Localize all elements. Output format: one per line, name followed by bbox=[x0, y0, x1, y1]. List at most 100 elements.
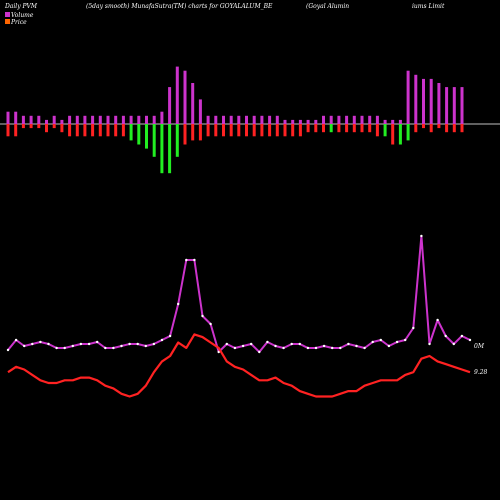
volume-point bbox=[185, 258, 188, 262]
volume-bar-up bbox=[29, 115, 33, 124]
volume-bar-down bbox=[52, 124, 56, 129]
volume-bar-up bbox=[460, 87, 464, 124]
volume-bar-up bbox=[322, 115, 325, 124]
volume-bars bbox=[6, 66, 464, 174]
volume-bar-up bbox=[306, 119, 310, 124]
volume-bar-up bbox=[52, 115, 56, 124]
volume-bar-down bbox=[245, 124, 248, 137]
volume-point bbox=[63, 346, 66, 350]
volume-bar-down bbox=[429, 124, 433, 133]
volume-bar-down bbox=[75, 124, 79, 137]
volume-bar-down bbox=[137, 124, 141, 145]
volume-point bbox=[347, 342, 350, 346]
volume-bar-down bbox=[229, 124, 233, 137]
volume-bar-down bbox=[198, 124, 202, 141]
volume-point bbox=[395, 340, 399, 344]
volume-bar-down bbox=[191, 124, 195, 141]
volume-point bbox=[112, 346, 115, 350]
volume-point bbox=[306, 346, 310, 350]
volume-bar-up bbox=[98, 115, 102, 124]
volume-bar-up bbox=[106, 115, 110, 124]
header-left: Daily PVM bbox=[4, 3, 38, 10]
volume-bar-down bbox=[237, 124, 241, 137]
volume-bar-up bbox=[429, 78, 433, 124]
volume-point bbox=[452, 342, 455, 346]
volume-bar-up bbox=[160, 111, 164, 124]
volume-bar-down bbox=[368, 124, 372, 133]
volume-bar-up bbox=[414, 74, 418, 124]
volume-bar-down bbox=[121, 124, 125, 137]
volume-bar-down bbox=[329, 124, 333, 133]
volume-bar-up bbox=[191, 83, 195, 124]
volume-bar-down bbox=[175, 124, 179, 157]
volume-bar-down bbox=[298, 124, 302, 137]
volume-bar-up bbox=[437, 83, 441, 124]
volume-point bbox=[201, 314, 204, 318]
volume-bar-down bbox=[145, 124, 148, 149]
header-right-b: iums Limit bbox=[412, 3, 445, 10]
price-volume-lines bbox=[6, 234, 472, 398]
volume-bar-up bbox=[260, 115, 264, 124]
volume-point bbox=[258, 350, 261, 354]
volume-bar-down bbox=[337, 124, 341, 133]
volume-bar-down bbox=[91, 124, 95, 137]
volume-bar-down bbox=[222, 124, 225, 137]
volume-bar-up bbox=[145, 115, 148, 124]
volume-bar-down bbox=[275, 124, 279, 137]
volume-point bbox=[250, 342, 253, 346]
volume-point bbox=[136, 342, 139, 346]
volume-bar-up bbox=[383, 119, 387, 124]
volume-bar-up bbox=[214, 115, 218, 124]
volume-bar-down bbox=[168, 124, 172, 174]
volume-bar-up bbox=[283, 119, 287, 124]
volume-bar-down bbox=[345, 124, 349, 133]
volume-point bbox=[6, 348, 10, 352]
volume-bar-down bbox=[322, 124, 325, 133]
volume-point bbox=[144, 344, 147, 348]
volume-point bbox=[444, 334, 447, 338]
volume-point bbox=[209, 322, 212, 326]
volume-point bbox=[152, 342, 156, 346]
volume-point bbox=[177, 302, 180, 306]
volume-point bbox=[274, 344, 277, 348]
volume-bar-up bbox=[6, 111, 10, 124]
volume-bar-down bbox=[406, 124, 410, 141]
volume-point bbox=[241, 344, 245, 348]
volume-point bbox=[282, 346, 285, 350]
volume-bar-up bbox=[45, 119, 48, 124]
volume-bar-down bbox=[183, 124, 187, 145]
volume-bar-up bbox=[291, 119, 295, 124]
volume-point bbox=[55, 346, 58, 350]
volume-bar-up bbox=[345, 115, 349, 124]
volume-point bbox=[404, 338, 407, 342]
volume-bar-down bbox=[114, 124, 118, 137]
volume-bar-up bbox=[368, 115, 372, 124]
volume-bar-down bbox=[160, 124, 164, 174]
volume-bar-up bbox=[175, 66, 179, 124]
volume-point bbox=[23, 344, 26, 348]
volume-line bbox=[7, 235, 471, 353]
volume-bar-up bbox=[337, 115, 341, 124]
volume-bar-up bbox=[422, 78, 425, 124]
volume-bar-up bbox=[91, 115, 95, 124]
volume-bar-down bbox=[252, 124, 256, 137]
volume-bar-down bbox=[45, 124, 48, 133]
volume-bar-down bbox=[352, 124, 356, 133]
volume-bar-up bbox=[298, 119, 302, 124]
volume-bar-up bbox=[121, 115, 125, 124]
volume-point bbox=[193, 258, 196, 262]
header-middle: (5day smooth) MunafaSutra(TM) charts for… bbox=[86, 3, 273, 10]
volume-point bbox=[314, 346, 318, 350]
volume-point bbox=[420, 234, 423, 238]
volume-bar-up bbox=[329, 115, 333, 124]
price-line bbox=[7, 333, 471, 398]
volume-point bbox=[436, 318, 439, 322]
volume-bar-up bbox=[206, 115, 210, 124]
volume-point bbox=[71, 344, 75, 348]
volume-bar-up bbox=[452, 87, 456, 124]
volume-point bbox=[322, 344, 326, 348]
volume-bar-up bbox=[75, 115, 79, 124]
volume-bar-up bbox=[168, 87, 172, 124]
volume-point bbox=[379, 338, 382, 342]
